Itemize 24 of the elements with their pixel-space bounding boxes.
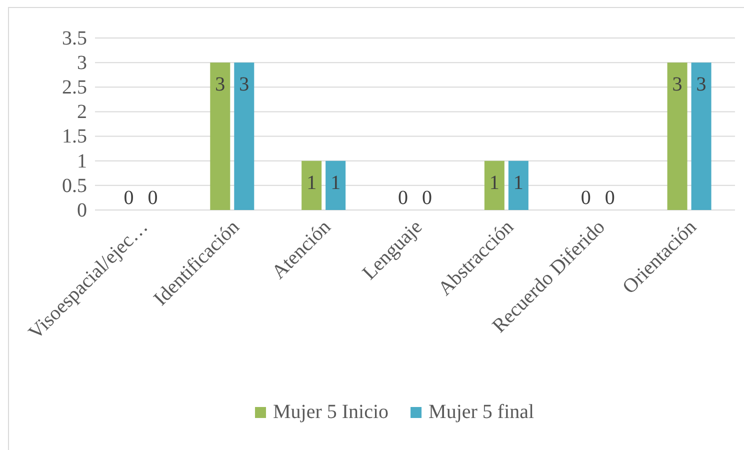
data-label: 3: [239, 74, 250, 96]
data-label: 1: [513, 172, 524, 194]
y-tick-label: 1.5: [62, 126, 87, 148]
legend-label: Mujer 5 final: [428, 401, 534, 423]
data-label: 3: [672, 74, 682, 96]
y-tick-label: 2.5: [62, 76, 87, 99]
y-tick-label: 0: [77, 199, 87, 222]
y-tick-label: 2: [77, 101, 87, 124]
y-tick-label: 0.5: [62, 174, 87, 197]
y-tick-label: 3: [77, 52, 87, 74]
data-label: 3: [696, 74, 706, 96]
data-label: 0: [422, 187, 432, 209]
data-label: 3: [215, 74, 226, 96]
data-label: 1: [330, 172, 341, 194]
data-label: 1: [306, 172, 317, 194]
data-label: 0: [124, 187, 134, 209]
y-tick-label: 3.5: [62, 27, 87, 50]
data-label: 1: [489, 172, 500, 194]
data-label: 0: [604, 187, 615, 209]
legend-label: Mujer 5 Inicio: [273, 401, 389, 423]
y-tick-label: 1: [77, 150, 87, 172]
data-label: 0: [398, 187, 408, 209]
data-label: 0: [148, 187, 158, 209]
data-label: 0: [580, 187, 591, 209]
